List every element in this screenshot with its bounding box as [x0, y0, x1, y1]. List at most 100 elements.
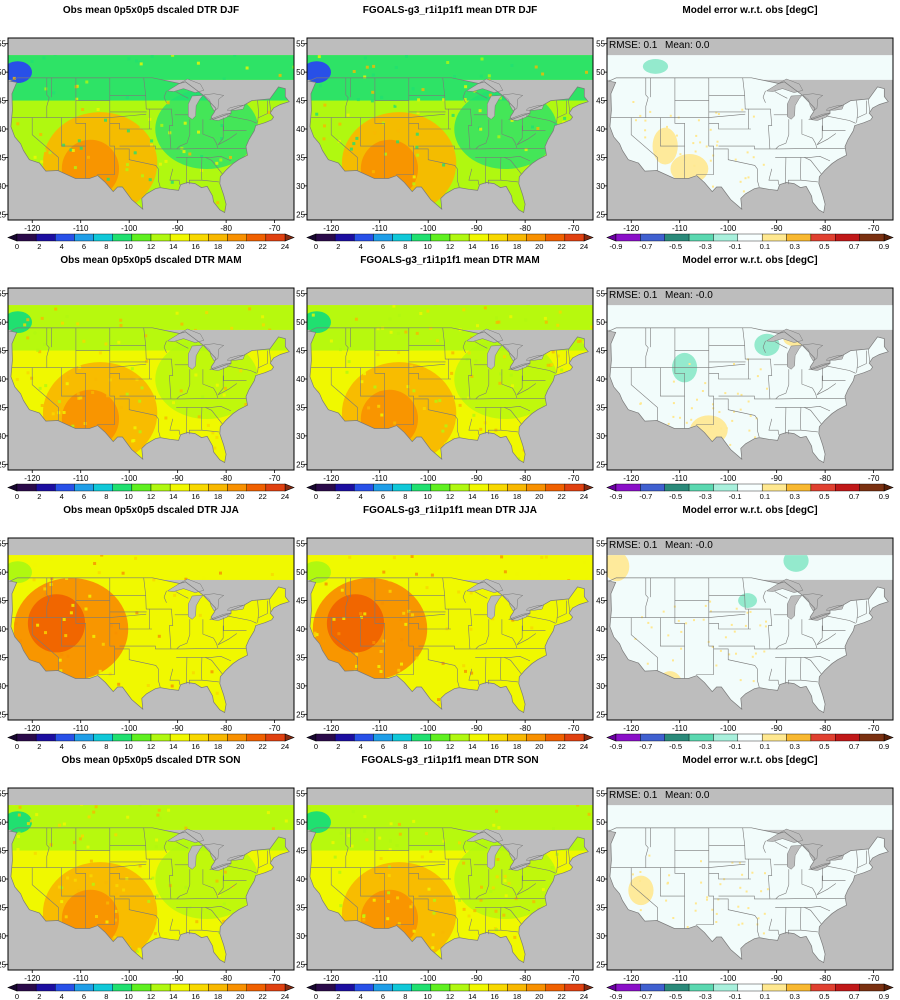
field-cell — [442, 163, 446, 167]
lat-tick-label: 35 — [596, 153, 605, 162]
field-cell — [398, 832, 402, 836]
error-cell — [665, 899, 668, 902]
lon-tick-label: -100 — [720, 474, 737, 483]
lat-tick-label: 50 — [0, 568, 7, 577]
lat-tick-label: 50 — [296, 568, 305, 577]
colorbar-tick-label: 18 — [513, 242, 521, 251]
error-cell — [712, 403, 714, 406]
error-cell — [735, 652, 737, 655]
state-boundary — [774, 91, 788, 99]
field-cell — [137, 947, 141, 951]
colorbar-swatch — [713, 483, 739, 492]
colorbar-tick-label: 20 — [535, 992, 543, 1000]
state-boundary — [413, 648, 460, 688]
field-cell — [62, 411, 66, 414]
state-boundary — [175, 341, 189, 349]
error-cell — [709, 159, 712, 162]
colorbar-swatch — [334, 483, 355, 492]
field-cell — [248, 307, 252, 311]
field-cell — [66, 375, 70, 379]
state-boundary — [169, 918, 180, 935]
field-cell — [379, 650, 383, 653]
state-boundary — [258, 600, 268, 618]
colorbar-low-arrow — [606, 983, 617, 992]
colorbar-swatch — [93, 733, 113, 742]
colorbar-tick-label: 14 — [169, 242, 177, 251]
field-cell — [363, 829, 367, 833]
lat-tick-label: 30 — [296, 932, 305, 941]
field-cell — [218, 171, 222, 175]
state-boundary — [630, 867, 658, 921]
field-cell — [389, 822, 393, 826]
field-cell — [412, 389, 416, 393]
field-cell — [425, 586, 429, 590]
state-boundary — [468, 109, 473, 149]
field-cell — [402, 611, 406, 615]
state-boundary — [109, 873, 152, 880]
lon-tick-label: -120 — [323, 974, 340, 983]
state-boundary — [227, 865, 257, 874]
field-cell — [585, 578, 588, 581]
state-boundary — [816, 625, 836, 646]
panel-title: Model error w.r.t. obs [degC] — [682, 255, 817, 266]
field-cell — [432, 911, 436, 915]
field-cell — [496, 858, 500, 861]
lon-tick-label: -80 — [220, 224, 232, 233]
colorbar-tick-label: 0 — [15, 492, 19, 501]
field-cell — [198, 613, 202, 617]
error-cell — [644, 129, 647, 132]
field-cell — [158, 816, 162, 820]
state-boundary — [269, 848, 271, 862]
colorbar-high-arrow — [883, 733, 894, 742]
field-cell — [546, 363, 550, 367]
colorbar-swatch — [507, 983, 527, 992]
colorbar-tick-label: 4 — [60, 742, 64, 751]
field-cell — [197, 130, 200, 134]
state-boundary — [504, 907, 522, 925]
field-cell — [133, 426, 137, 430]
field-cell — [501, 346, 505, 350]
field-cell — [40, 316, 44, 320]
field-cell — [140, 386, 144, 390]
error-cell — [737, 905, 740, 908]
colorbar-tick-label: -0.7 — [639, 992, 652, 1000]
field-cell — [587, 812, 591, 816]
field-cell — [404, 330, 408, 334]
state-boundary — [345, 577, 349, 618]
error-cell — [765, 620, 767, 623]
state-boundary — [775, 405, 831, 412]
colorbar-tick-label: 8 — [104, 992, 108, 1000]
state-boundary — [762, 590, 766, 603]
state-boundary — [474, 591, 488, 599]
error-cell — [702, 618, 705, 621]
colorbar-swatch — [761, 983, 787, 992]
state-boundary — [785, 907, 787, 934]
field-cell — [105, 920, 109, 924]
field-cell — [478, 109, 482, 113]
colorbar-tick-label: 0.9 — [879, 742, 889, 751]
field-cell — [444, 424, 448, 428]
field-cell — [334, 884, 338, 888]
field-cell — [292, 65, 294, 69]
coastline — [8, 327, 290, 464]
dtr-colorbar: 0 2 4 6 8 10 12 14 16 18 20 22 24 — [7, 983, 295, 1000]
state-boundary — [857, 100, 867, 118]
field-cell — [202, 576, 206, 580]
field-cell — [335, 401, 338, 404]
state-boundary — [630, 117, 658, 171]
colorbar-tick-label: 0.7 — [849, 242, 859, 251]
field-cell — [201, 395, 205, 399]
error-cell — [639, 871, 642, 873]
field-cell — [223, 870, 227, 874]
colorbar-tick-label: 14 — [468, 242, 476, 251]
state-boundary — [708, 623, 751, 630]
state-boundary — [475, 405, 531, 412]
field-cell — [126, 129, 130, 133]
lon-tick-label: -110 — [73, 224, 89, 233]
field-cell — [263, 618, 267, 622]
colorbar-tick-label: 4 — [359, 992, 363, 1000]
colorbar-swatch — [208, 983, 228, 992]
lat-tick-label: 45 — [596, 97, 605, 106]
field-cell — [130, 376, 134, 380]
field-cell — [150, 143, 153, 147]
